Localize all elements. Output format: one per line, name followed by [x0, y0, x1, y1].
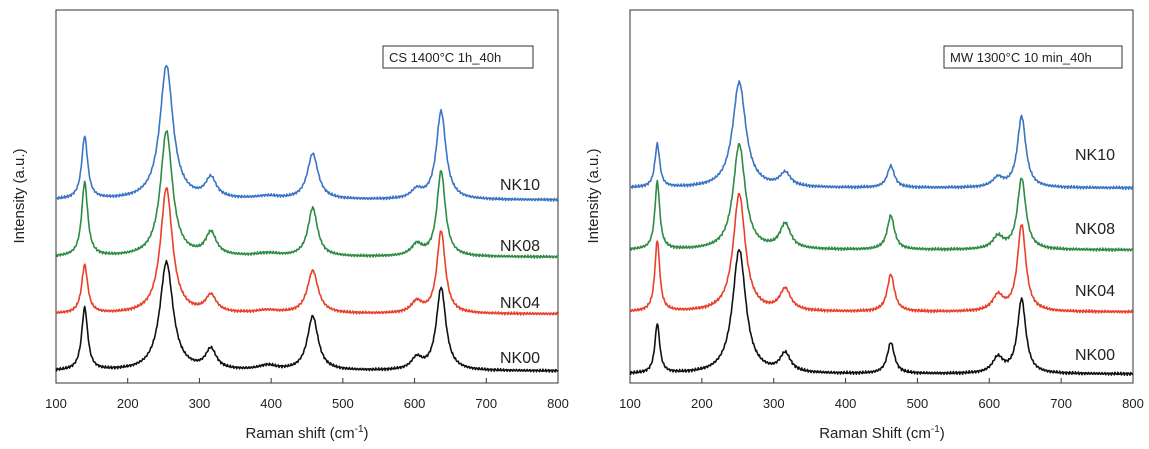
- series-label-nk00: NK00: [500, 350, 540, 367]
- x-tick-label: 500: [332, 396, 354, 411]
- x-ticks: 100 200 300 400 500 600 700 800: [619, 378, 1144, 411]
- x-tick-label: 300: [189, 396, 211, 411]
- plot-frame: [55, 9, 559, 384]
- x-ticks: 100 200 300 400 500 600 700 800: [45, 378, 569, 411]
- x-tick-label: 200: [117, 396, 139, 411]
- x-tick-label: 400: [260, 396, 282, 411]
- chart-right: 100 200 300 400 500 600 700 800 NK10 NK08 NK04 NK0…: [585, 9, 1144, 442]
- series-label-nk04: NK04: [1075, 283, 1115, 300]
- series-line-nk04: [55, 187, 559, 316]
- chart-left: 100 200 300 400 500 600 700 800 NK10 NK08 NK04 NK0…: [11, 9, 569, 442]
- series-label-nk04: NK04: [500, 295, 540, 312]
- condition-box: [943, 45, 1123, 69]
- x-tick-label: 100: [619, 396, 641, 411]
- y-axis-label: Intensity (a.u.): [585, 148, 602, 243]
- y-axis-label: Intensity (a.u.): [11, 148, 28, 243]
- series-label-nk08: NK08: [1075, 221, 1115, 238]
- condition-box: [382, 45, 534, 69]
- x-tick-label: 300: [763, 396, 785, 411]
- series-labels: NK10 NK08 NK04 NK00: [500, 177, 540, 367]
- x-tick-label: 400: [835, 396, 857, 411]
- x-tick-label: 100: [45, 396, 67, 411]
- x-tick-label: 700: [475, 396, 497, 411]
- x-tick-label: 600: [404, 396, 426, 411]
- x-axis-label: Raman Shift (cm-1): [819, 424, 945, 442]
- x-tick-label: 500: [907, 396, 929, 411]
- x-tick-label: 800: [547, 396, 569, 411]
- series-line-nk10: [55, 64, 559, 202]
- series-line-nk00: [55, 259, 559, 373]
- series-line-nk10: [629, 80, 1134, 191]
- x-tick-label: 800: [1122, 396, 1144, 411]
- series-line-nk08: [55, 130, 559, 259]
- x-tick-label: 200: [691, 396, 713, 411]
- series-label-nk00: NK00: [1075, 347, 1115, 364]
- x-tick-label: 600: [978, 396, 1000, 411]
- series-line-nk00: [629, 248, 1134, 377]
- series-curves: [55, 64, 559, 373]
- series-line-nk04: [629, 192, 1134, 314]
- condition-label: CS 1400°C 1h_40h: [389, 50, 501, 65]
- x-tick-label: 700: [1050, 396, 1072, 411]
- series-label-nk08: NK08: [500, 238, 540, 255]
- series-label-nk10: NK10: [500, 177, 540, 194]
- plot-frame: [629, 9, 1134, 384]
- condition-label: MW 1300°C 10 min_40h: [950, 50, 1092, 65]
- x-axis-label: Raman shift (cm-1): [245, 424, 368, 442]
- series-curves: [629, 80, 1134, 377]
- series-line-nk08: [629, 142, 1134, 252]
- series-labels: NK10 NK08 NK04 NK00: [1075, 147, 1115, 364]
- series-label-nk10: NK10: [1075, 147, 1115, 164]
